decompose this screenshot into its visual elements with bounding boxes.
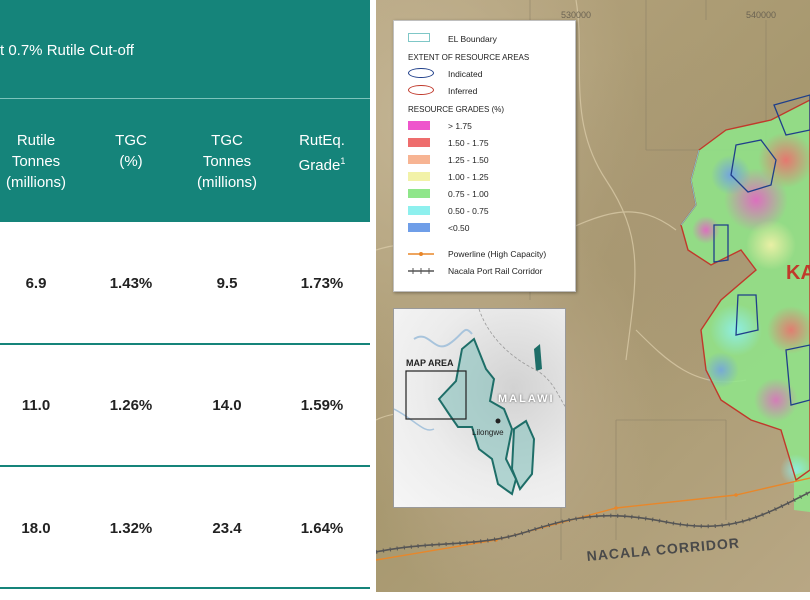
inferred-swatch — [408, 85, 434, 95]
resource-grade-heatmap — [681, 100, 810, 512]
rutile-tonnes-cell: 6.9 — [25, 275, 47, 292]
cutoff-title: t 0.7% Rutile Cut-off — [0, 42, 134, 59]
legend-powerline: Powerline (High Capacity) — [448, 249, 547, 259]
grade-swatch — [408, 206, 430, 215]
resource-table: t 0.7% Rutile Cut-off Rutile Tonnes (mil… — [0, 0, 370, 600]
el-boundary-swatch — [408, 33, 430, 42]
indicated-swatch — [408, 68, 434, 78]
row-divider — [0, 465, 370, 467]
legend-indicated: Indicated — [448, 69, 483, 79]
legend-inferred: Inferred — [448, 86, 478, 96]
legend-grades-title: RESOURCE GRADES (%) — [408, 105, 505, 114]
map-area-box — [405, 370, 467, 420]
rutile-tonnes-cell: 11.0 — [21, 397, 51, 414]
legend-extent-title: EXTENT OF RESOURCE AREAS — [408, 53, 530, 62]
inset-country-label: MALAWI — [498, 393, 555, 405]
tgc-tonnes-cell: 23.4 — [212, 520, 242, 537]
grade-swatch — [408, 138, 430, 147]
easting-540000: 540000 — [746, 10, 777, 20]
tgc-tonnes-cell: 9.5 — [216, 275, 238, 292]
el-boundary — [680, 149, 700, 226]
resource-map: 530000 540000 KA EL Boundary EXTENT OF R… — [376, 0, 810, 592]
indicated-outlines — [713, 94, 810, 406]
grade-swatch — [408, 172, 430, 181]
ruteq-grade-cell: 1.73% — [300, 275, 344, 292]
table-header: t 0.7% Rutile Cut-off Rutile Tonnes (mil… — [0, 0, 370, 222]
locator-inset-map: MAP AREA MALAWI Lilongwe — [393, 308, 566, 508]
tgc-tonnes-cell: 14.0 — [212, 397, 242, 414]
legend-rail: Nacala Port Rail Corridor — [448, 266, 543, 276]
map-canvas — [376, 0, 810, 561]
inset-canvas — [394, 309, 565, 496]
inferred-outline — [680, 99, 810, 482]
tgc-pct-cell: 1.32% — [109, 520, 153, 537]
easting-530000: 530000 — [561, 10, 592, 20]
grade-swatch — [408, 223, 430, 232]
col-rutile-tonnes: Rutile Tonnes (millions) — [6, 132, 66, 191]
grade-label: 0.50 - 0.75 — [448, 206, 489, 216]
ruteq-grade-cell: 1.59% — [300, 397, 344, 414]
tgc-pct-cell: 1.26% — [109, 397, 153, 414]
rail-symbol — [408, 268, 434, 274]
grade-swatch — [408, 189, 430, 198]
grade-label: <0.50 — [448, 223, 470, 233]
powerline-symbol — [408, 252, 434, 256]
col-tgc-pct: TGC (%) — [115, 132, 147, 170]
header-divider — [0, 98, 370, 99]
legend-el-boundary: EL Boundary — [448, 34, 497, 44]
grade-label: 1.50 - 1.75 — [448, 138, 489, 148]
row-divider — [0, 343, 370, 345]
grade-label: 1.25 - 1.50 — [448, 155, 489, 165]
deposit-name-label: KA — [786, 262, 810, 284]
inset-city-label: Lilongwe — [472, 428, 504, 437]
col-tgc-tonnes: TGC Tonnes (millions) — [197, 132, 257, 191]
grade-label: 0.75 - 1.00 — [448, 189, 489, 199]
ruteq-grade-cell: 1.64% — [300, 520, 344, 537]
row-divider — [0, 587, 370, 589]
grade-swatch — [408, 155, 430, 164]
grade-label: > 1.75 — [448, 121, 472, 131]
inset-map-area-label: MAP AREA — [406, 358, 454, 368]
grade-label: 1.00 - 1.25 — [448, 172, 489, 182]
rail-corridor — [376, 491, 810, 553]
col-ruteq-grade: RutEq. Grade1 — [298, 132, 346, 174]
tgc-pct-cell: 1.43% — [109, 275, 153, 292]
map-legend: EL Boundary EXTENT OF RESOURCE AREAS Ind… — [393, 20, 576, 292]
rutile-tonnes-cell: 18.0 — [21, 520, 51, 537]
grade-swatch — [408, 121, 430, 130]
city-dot — [495, 418, 501, 424]
